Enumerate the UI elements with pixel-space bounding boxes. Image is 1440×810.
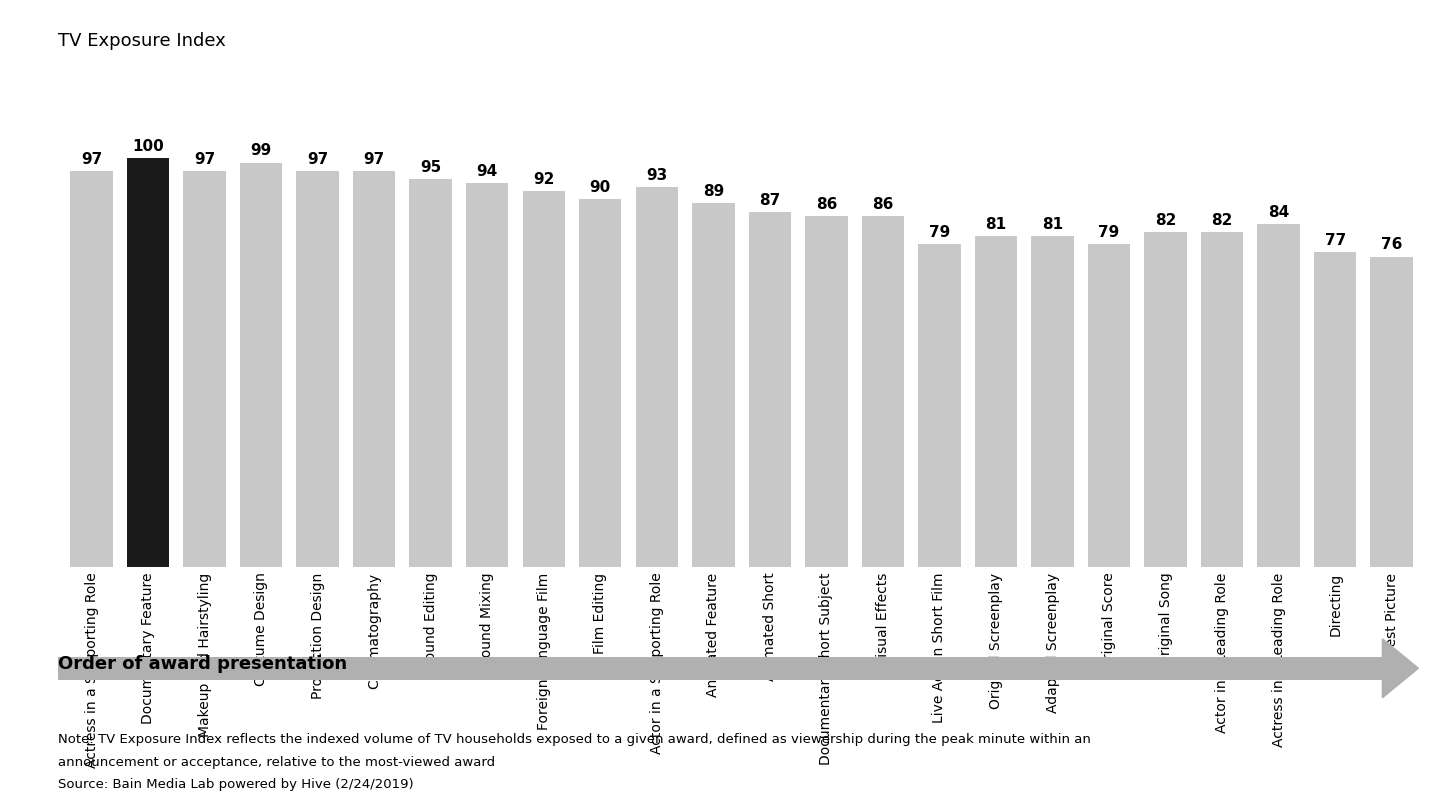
Text: Source: Bain Media Lab powered by Hive (2/24/2019): Source: Bain Media Lab powered by Hive (…: [58, 778, 413, 791]
Text: 81: 81: [985, 217, 1007, 232]
Text: 86: 86: [815, 197, 837, 211]
Bar: [805, 215, 848, 567]
Text: 79: 79: [929, 225, 950, 241]
Text: 97: 97: [307, 151, 328, 167]
Bar: [1371, 257, 1413, 567]
Bar: [58, 657, 1382, 680]
Bar: [919, 245, 960, 567]
Text: 76: 76: [1381, 237, 1403, 253]
Bar: [183, 171, 226, 567]
Text: Order of award presentation: Order of award presentation: [58, 655, 347, 673]
Bar: [353, 171, 396, 567]
Bar: [1031, 236, 1074, 567]
Text: 97: 97: [194, 151, 215, 167]
Text: 100: 100: [132, 139, 164, 155]
Text: 89: 89: [703, 185, 724, 199]
Bar: [1087, 245, 1130, 567]
Bar: [127, 159, 170, 567]
Text: 90: 90: [589, 181, 611, 195]
Bar: [1313, 253, 1356, 567]
Polygon shape: [1382, 639, 1418, 697]
Text: 82: 82: [1211, 213, 1233, 228]
Bar: [635, 187, 678, 567]
Bar: [240, 163, 282, 567]
Text: 84: 84: [1269, 205, 1289, 220]
Text: 82: 82: [1155, 213, 1176, 228]
Text: 87: 87: [759, 193, 780, 207]
Text: 97: 97: [363, 151, 384, 167]
Bar: [693, 203, 734, 567]
Text: 94: 94: [477, 164, 498, 179]
Text: 97: 97: [81, 151, 102, 167]
Bar: [579, 199, 622, 567]
Text: 81: 81: [1043, 217, 1063, 232]
Bar: [1201, 232, 1243, 567]
Text: 79: 79: [1099, 225, 1120, 241]
Bar: [523, 191, 564, 567]
Text: 95: 95: [420, 160, 441, 175]
Text: TV Exposure Index: TV Exposure Index: [58, 32, 225, 50]
Text: 86: 86: [873, 197, 894, 211]
Text: Note: TV Exposure Index reflects the indexed volume of TV households exposed to : Note: TV Exposure Index reflects the ind…: [58, 733, 1090, 746]
Bar: [467, 183, 508, 567]
Bar: [297, 171, 338, 567]
Text: 92: 92: [533, 172, 554, 187]
Text: announcement or acceptance, relative to the most-viewed award: announcement or acceptance, relative to …: [58, 756, 495, 769]
Bar: [71, 171, 112, 567]
Text: 77: 77: [1325, 233, 1346, 249]
Bar: [749, 211, 791, 567]
Text: 99: 99: [251, 143, 272, 159]
Bar: [1257, 224, 1300, 567]
Text: 93: 93: [647, 168, 667, 183]
Bar: [409, 179, 452, 567]
Bar: [975, 236, 1017, 567]
Bar: [1145, 232, 1187, 567]
Bar: [861, 215, 904, 567]
